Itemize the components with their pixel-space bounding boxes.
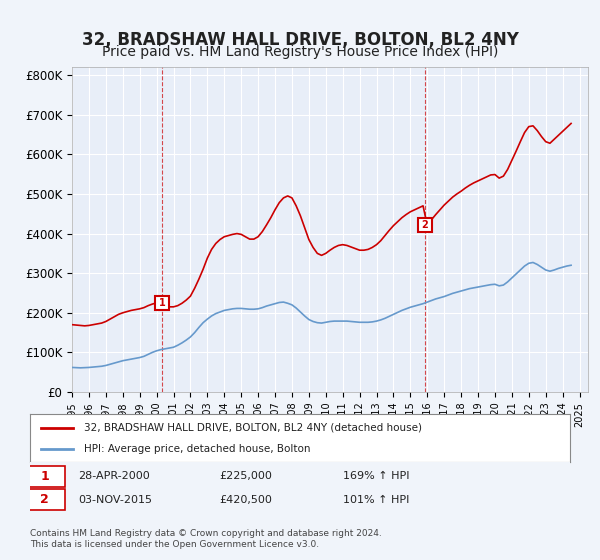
- Text: 2: 2: [40, 493, 49, 506]
- Text: 1: 1: [158, 298, 166, 308]
- Text: HPI: Average price, detached house, Bolton: HPI: Average price, detached house, Bolt…: [84, 444, 311, 454]
- FancyBboxPatch shape: [25, 489, 65, 510]
- Text: 2: 2: [421, 221, 428, 231]
- Text: 32, BRADSHAW HALL DRIVE, BOLTON, BL2 4NY (detached house): 32, BRADSHAW HALL DRIVE, BOLTON, BL2 4NY…: [84, 423, 422, 433]
- Text: Price paid vs. HM Land Registry's House Price Index (HPI): Price paid vs. HM Land Registry's House …: [102, 45, 498, 59]
- FancyBboxPatch shape: [25, 465, 65, 487]
- Text: 28-APR-2000: 28-APR-2000: [79, 471, 151, 481]
- Text: 1: 1: [40, 470, 49, 483]
- Text: 32, BRADSHAW HALL DRIVE, BOLTON, BL2 4NY: 32, BRADSHAW HALL DRIVE, BOLTON, BL2 4NY: [82, 31, 518, 49]
- Text: £420,500: £420,500: [219, 495, 272, 505]
- Text: 101% ↑ HPI: 101% ↑ HPI: [343, 495, 410, 505]
- Text: 169% ↑ HPI: 169% ↑ HPI: [343, 471, 410, 481]
- Text: 03-NOV-2015: 03-NOV-2015: [79, 495, 152, 505]
- Text: Contains HM Land Registry data © Crown copyright and database right 2024.
This d: Contains HM Land Registry data © Crown c…: [30, 529, 382, 549]
- Text: £225,000: £225,000: [219, 471, 272, 481]
